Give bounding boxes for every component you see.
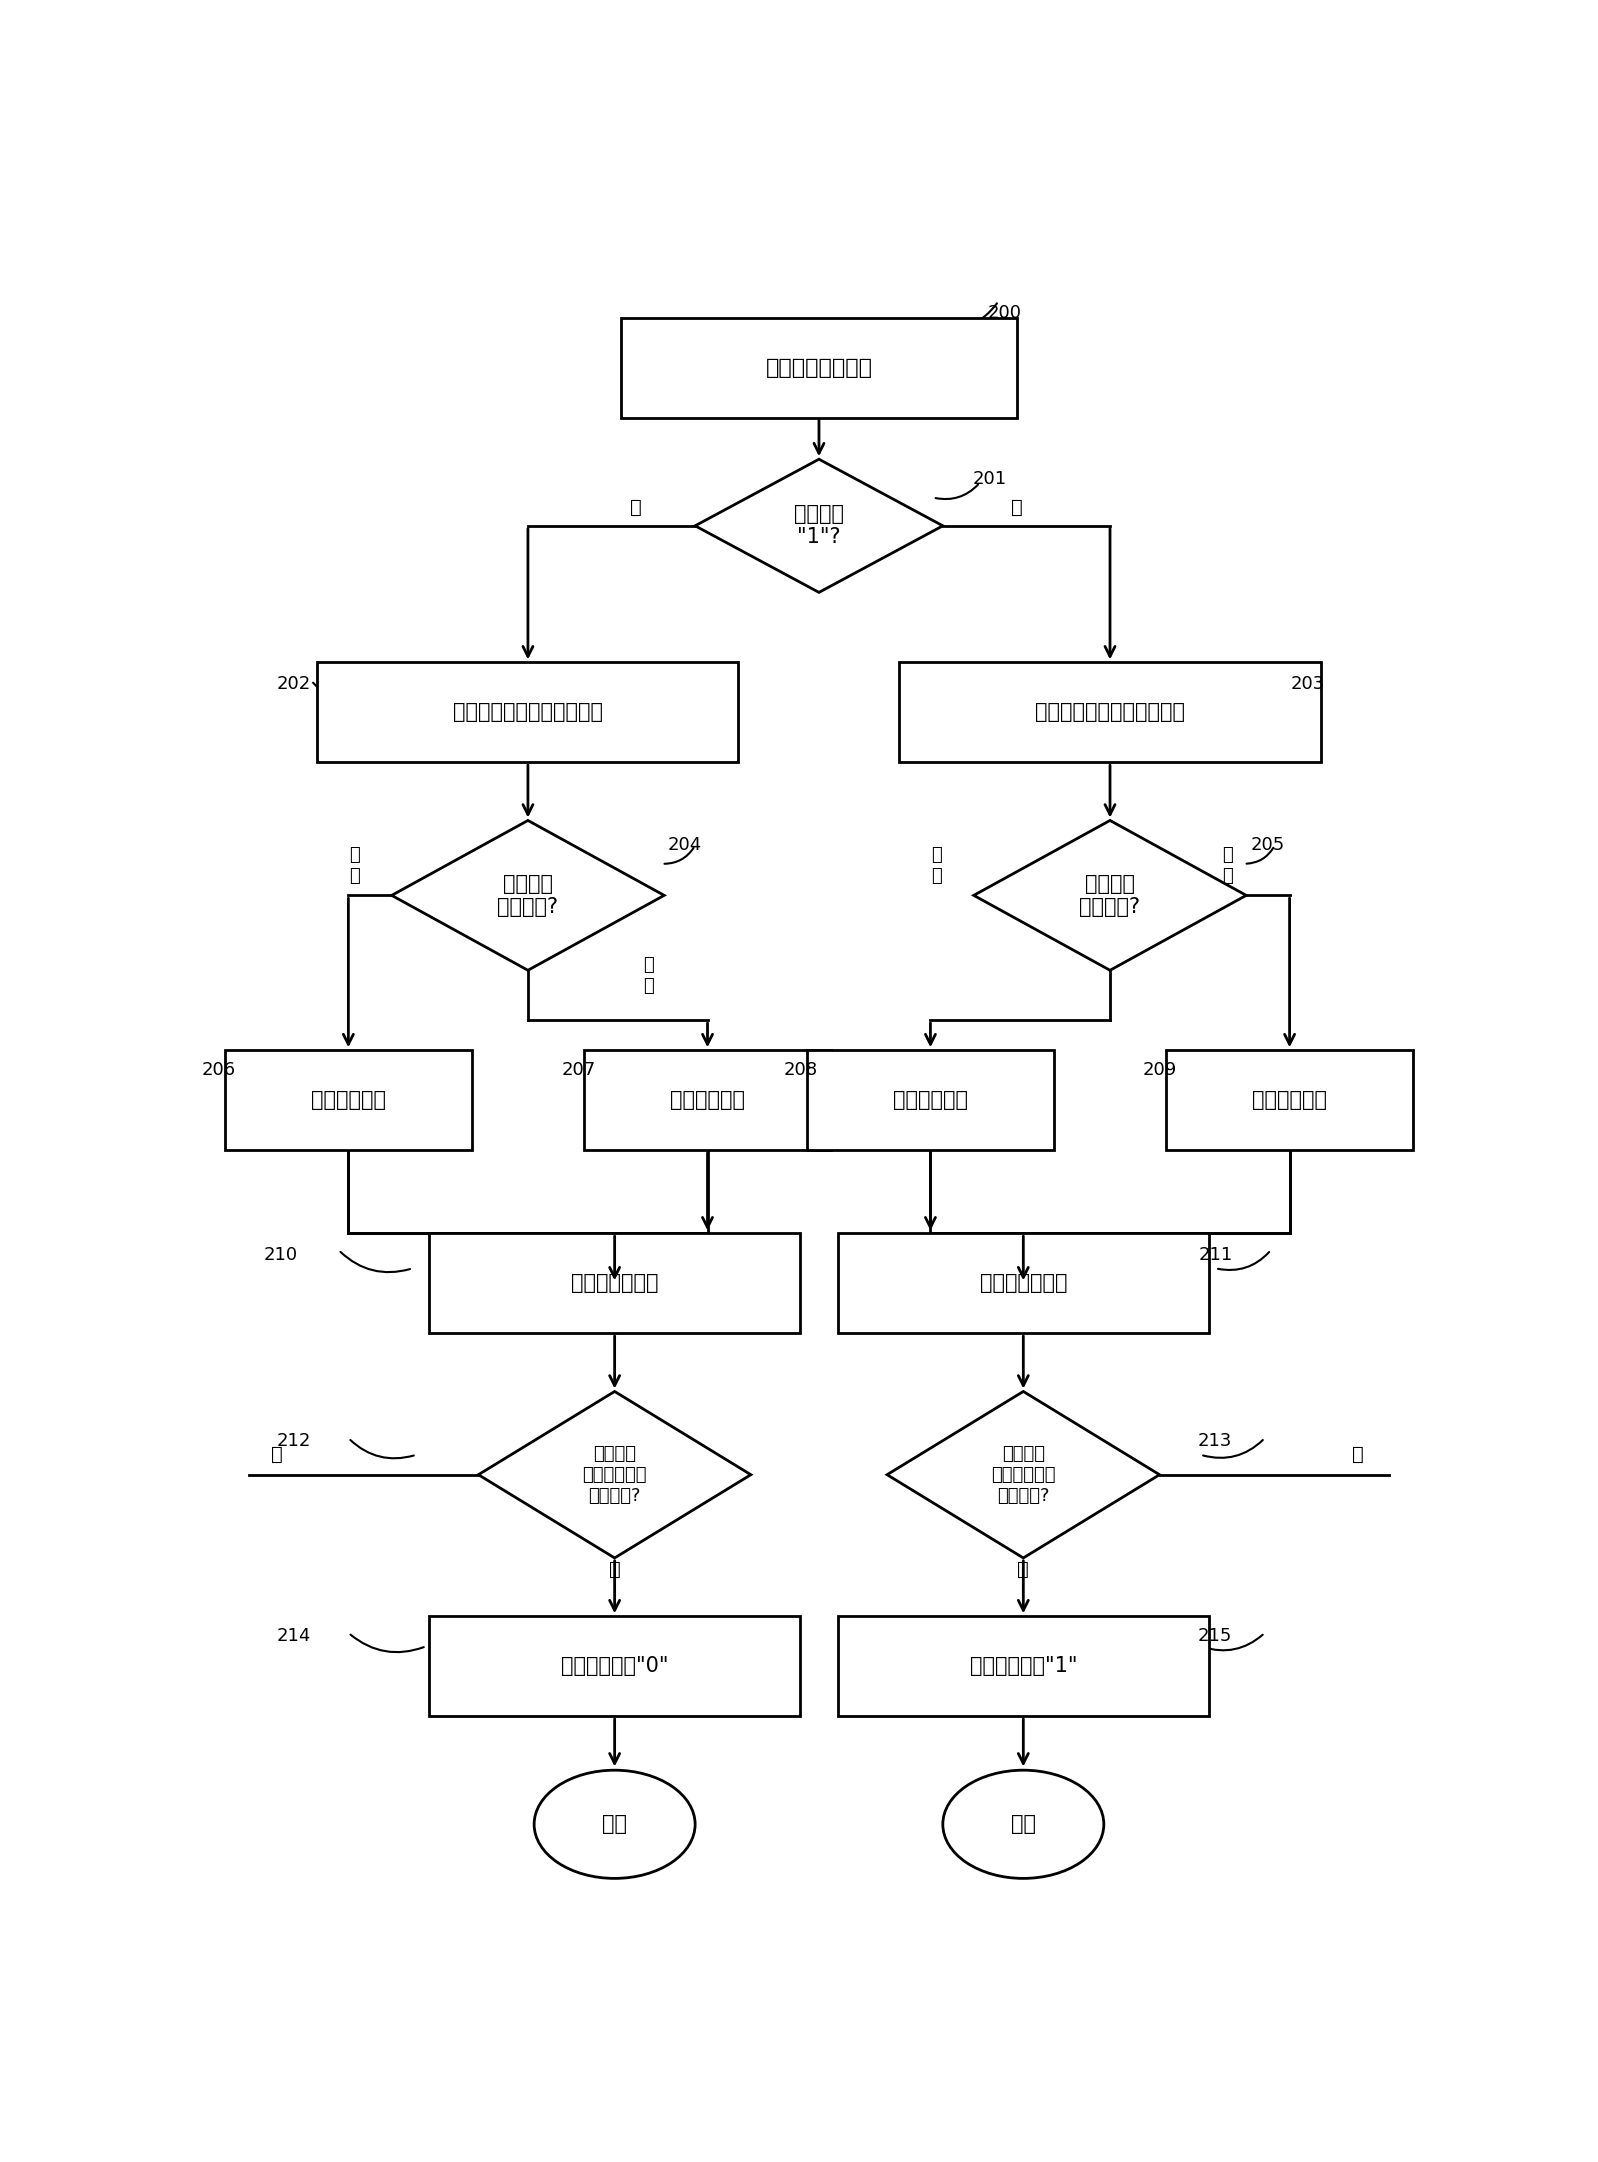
Text: 音量调大
还是调小?: 音量调大 还是调小? xyxy=(497,873,559,917)
FancyBboxPatch shape xyxy=(318,662,738,763)
Text: 粗调模式并获取当前音量值: 粗调模式并获取当前音量值 xyxy=(452,703,602,722)
FancyBboxPatch shape xyxy=(428,1232,801,1334)
Text: 当前音量
小于或等于第
二预设值?: 当前音量 小于或等于第 二预设值? xyxy=(991,1444,1056,1505)
Text: 调
小: 调 小 xyxy=(350,845,360,884)
FancyBboxPatch shape xyxy=(1167,1051,1414,1150)
Text: 否: 否 xyxy=(1352,1444,1363,1464)
Text: 203: 203 xyxy=(1291,675,1325,694)
Text: 状态位为
"1"?: 状态位为 "1"? xyxy=(794,504,844,547)
Text: 音量增大调节: 音量增大调节 xyxy=(1253,1090,1326,1109)
Text: 结束: 结束 xyxy=(1012,1814,1036,1833)
Text: 209: 209 xyxy=(1143,1062,1176,1079)
Text: 212: 212 xyxy=(276,1433,312,1451)
Text: 获取当前音量值: 获取当前音量值 xyxy=(570,1273,658,1293)
Text: 调
大: 调 大 xyxy=(642,956,654,995)
Text: 当前音量
大于或等于第
一预设值?: 当前音量 大于或等于第 一预设值? xyxy=(582,1444,647,1505)
Text: 获取当前音量值: 获取当前音量值 xyxy=(980,1273,1067,1293)
Text: 211: 211 xyxy=(1198,1245,1232,1265)
Text: 205: 205 xyxy=(1250,837,1285,854)
FancyBboxPatch shape xyxy=(807,1051,1055,1150)
Text: 是: 是 xyxy=(1018,1561,1029,1578)
Text: 调
大: 调 大 xyxy=(1222,845,1234,884)
FancyBboxPatch shape xyxy=(837,1617,1210,1717)
Text: 结束: 结束 xyxy=(602,1814,626,1833)
Polygon shape xyxy=(392,819,665,971)
Text: 否: 否 xyxy=(270,1444,283,1464)
Text: 改变状态位为"0": 改变状态位为"0" xyxy=(561,1656,668,1676)
Text: 是: 是 xyxy=(630,497,641,517)
Text: 音量减小调节: 音量减小调节 xyxy=(312,1090,385,1109)
Text: 207: 207 xyxy=(561,1062,596,1079)
Ellipse shape xyxy=(534,1771,695,1879)
FancyBboxPatch shape xyxy=(620,318,1016,417)
Text: 音量减小调节: 音量减小调节 xyxy=(893,1090,968,1109)
FancyBboxPatch shape xyxy=(224,1051,473,1150)
Text: 202: 202 xyxy=(276,675,312,694)
Text: 214: 214 xyxy=(276,1628,312,1645)
Text: 改变状态位为"1": 改变状态位为"1" xyxy=(970,1656,1077,1676)
Text: 208: 208 xyxy=(783,1062,818,1079)
Text: 微调模式并获取当前音量值: 微调模式并获取当前音量值 xyxy=(1036,703,1186,722)
Text: 否: 否 xyxy=(1012,497,1023,517)
Text: 201: 201 xyxy=(973,469,1007,489)
FancyBboxPatch shape xyxy=(837,1232,1210,1334)
Text: 200: 200 xyxy=(988,303,1021,322)
Text: 收到音量调节信号: 收到音量调节信号 xyxy=(765,357,873,378)
Polygon shape xyxy=(973,819,1246,971)
Polygon shape xyxy=(478,1392,751,1559)
Text: 206: 206 xyxy=(201,1062,235,1079)
Ellipse shape xyxy=(943,1771,1104,1879)
Polygon shape xyxy=(887,1392,1160,1559)
FancyBboxPatch shape xyxy=(900,662,1320,763)
Text: 204: 204 xyxy=(668,837,703,854)
FancyBboxPatch shape xyxy=(583,1051,831,1150)
Text: 调
小: 调 小 xyxy=(932,845,941,884)
Polygon shape xyxy=(695,458,943,592)
Text: 音量增大调节: 音量增大调节 xyxy=(670,1090,745,1109)
Text: 215: 215 xyxy=(1198,1628,1232,1645)
Text: 音量调大
还是调小?: 音量调大 还是调小? xyxy=(1079,873,1141,917)
Text: 是: 是 xyxy=(609,1561,620,1578)
Text: 210: 210 xyxy=(264,1245,297,1265)
Text: 213: 213 xyxy=(1198,1433,1232,1451)
FancyBboxPatch shape xyxy=(428,1617,801,1717)
